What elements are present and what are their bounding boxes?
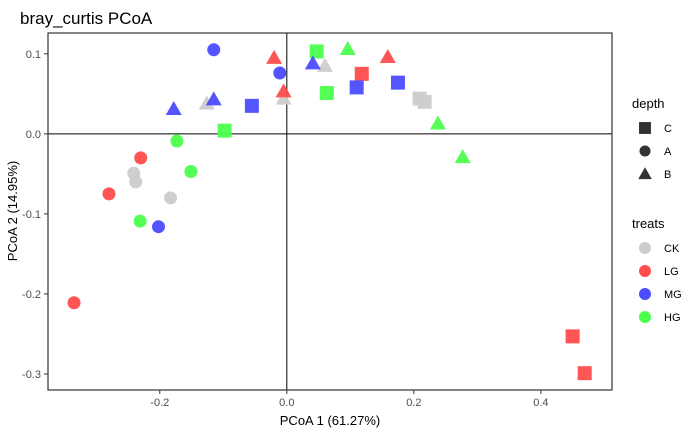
data-point bbox=[134, 151, 148, 165]
data-point bbox=[417, 94, 432, 109]
data-point bbox=[565, 329, 580, 344]
chart-title: bray_curtis PCoA bbox=[20, 9, 153, 28]
data-point bbox=[339, 41, 356, 56]
data-point bbox=[316, 57, 333, 72]
data-point bbox=[577, 366, 592, 381]
color-legend-title: treats bbox=[632, 216, 665, 231]
y-tick-label: -0.3 bbox=[22, 369, 41, 381]
data-point bbox=[275, 83, 292, 98]
y-tick-label: 0.0 bbox=[26, 129, 41, 141]
y-tick-label: -0.1 bbox=[22, 209, 41, 221]
y-tick-label: -0.2 bbox=[22, 289, 41, 301]
data-point bbox=[273, 66, 287, 80]
y-tick-label: 0.1 bbox=[26, 49, 41, 61]
data-point bbox=[217, 123, 232, 138]
data-point bbox=[454, 149, 471, 164]
data-point bbox=[429, 115, 446, 130]
data-point bbox=[244, 98, 259, 113]
data-point bbox=[207, 43, 221, 57]
data-point bbox=[275, 90, 292, 105]
data-point bbox=[102, 187, 116, 201]
data-point bbox=[319, 86, 334, 101]
shape-legend-title: depth bbox=[632, 96, 665, 111]
legend-label: MG bbox=[664, 289, 682, 301]
data-point bbox=[205, 91, 222, 106]
x-tick-label: 0.0 bbox=[279, 397, 294, 409]
data-point bbox=[164, 191, 178, 205]
legend-key-ck bbox=[639, 242, 651, 254]
legend-key-triangle bbox=[638, 167, 652, 180]
data-point bbox=[152, 220, 166, 234]
data-point bbox=[165, 101, 182, 116]
legend-key-circle bbox=[639, 145, 651, 157]
x-tick-label: -0.2 bbox=[150, 397, 169, 409]
legend-key-mg bbox=[639, 288, 651, 300]
x-axis-label: PCoA 1 (61.27%) bbox=[280, 413, 380, 428]
data-point bbox=[129, 175, 143, 189]
data-point bbox=[266, 49, 283, 64]
legend-label: A bbox=[664, 146, 672, 158]
data-point bbox=[349, 80, 364, 95]
x-tick-label: 0.2 bbox=[406, 397, 421, 409]
plot-panel-border bbox=[47, 32, 613, 391]
legend-label: HG bbox=[664, 312, 681, 324]
x-tick-label: 0.4 bbox=[533, 397, 548, 409]
data-point bbox=[354, 66, 369, 81]
data-point bbox=[133, 214, 147, 228]
legend-key-hg bbox=[639, 311, 651, 323]
legend-label: CK bbox=[664, 243, 680, 255]
y-axis-label: PCoA 2 (14.95%) bbox=[5, 161, 20, 261]
data-point bbox=[184, 164, 198, 178]
data-point bbox=[67, 296, 81, 310]
data-point bbox=[390, 75, 405, 90]
data-point bbox=[304, 55, 321, 70]
data-point bbox=[170, 134, 184, 148]
data-point bbox=[379, 49, 396, 64]
legend-label: B bbox=[664, 169, 671, 181]
data-point bbox=[198, 95, 215, 110]
legend-key-lg bbox=[639, 265, 651, 277]
legend-label: LG bbox=[664, 266, 679, 278]
legend-key-square bbox=[639, 122, 651, 134]
legend-label: C bbox=[664, 123, 672, 135]
data-point bbox=[309, 44, 324, 59]
